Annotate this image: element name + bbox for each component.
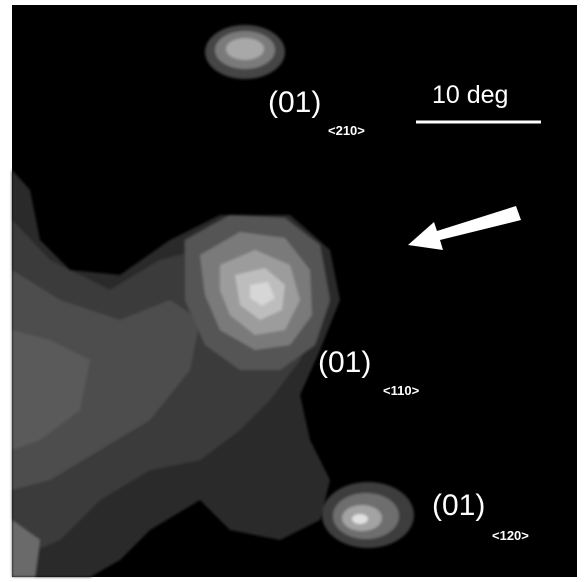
direction-label: <110> <box>383 383 420 398</box>
scale-bar-label: 10 deg <box>432 81 508 109</box>
page: {"labels": [ {"text": "(01)", "subscript… <box>0 0 587 582</box>
direction-label: <120> <box>492 528 529 543</box>
direction-label: <210> <box>328 123 365 138</box>
reflection-label: (01) <box>318 346 371 379</box>
reflection-label: (01) <box>432 489 485 522</box>
intensity-map: 10 deg (01) <210> (01) <110> (01) <120> <box>0 0 587 582</box>
reflection-label: (01) <box>268 86 321 119</box>
